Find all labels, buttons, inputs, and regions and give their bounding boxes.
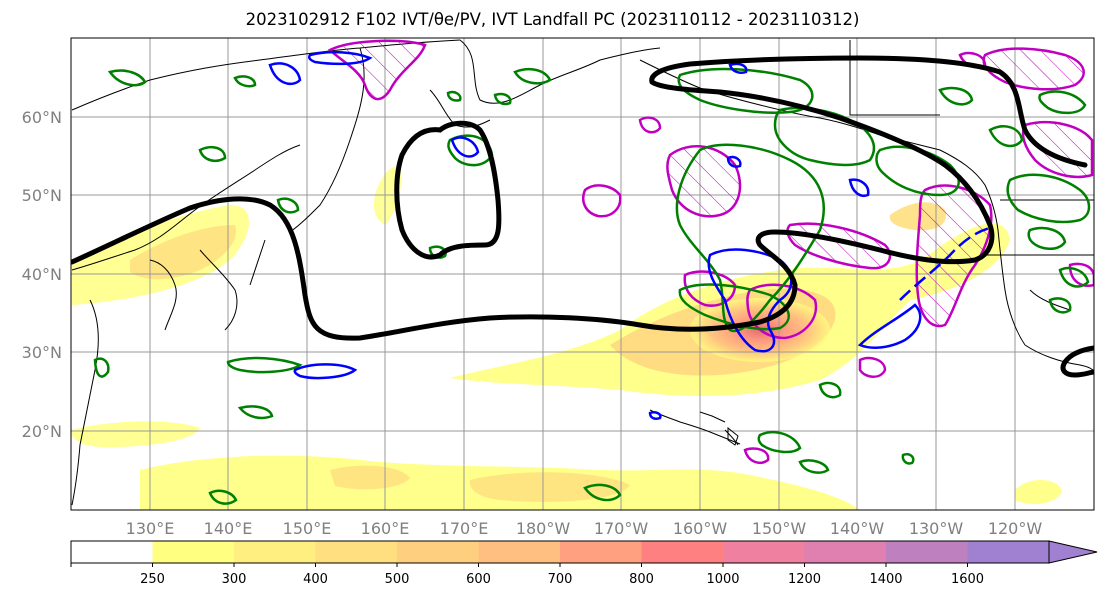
colorbar: 250 300 400 500 600 700 800 1000 1200 1400 1600 <box>70 540 1098 587</box>
colorbar-swatch <box>641 541 724 563</box>
colorbar-tick-label: 1400 <box>869 572 902 587</box>
lon-label: 160°W <box>673 519 728 538</box>
colorbar-swatch <box>723 541 805 563</box>
lon-label: 130°E <box>126 519 175 538</box>
lon-label: 160°E <box>361 519 410 538</box>
colorbar-tick-label: 800 <box>629 572 654 587</box>
blue-contours <box>268 50 922 421</box>
map-panel <box>71 38 1094 510</box>
lat-label: 60°N <box>22 108 62 127</box>
colorbar-swatch <box>804 541 887 563</box>
colorbar-tick-label: 300 <box>222 572 247 587</box>
lat-label: 50°N <box>22 186 62 205</box>
colorbar-tick-label: 1600 <box>951 572 984 587</box>
lon-label: 130°W <box>909 519 964 538</box>
colorbar-swatch <box>886 541 968 563</box>
colorbar-tick-label: 600 <box>466 572 491 587</box>
lon-label: 140°W <box>830 519 885 538</box>
colorbar-tick-label: 400 <box>303 572 328 587</box>
lon-label: 150°E <box>283 519 332 538</box>
colorbar-swatch <box>71 541 153 563</box>
colorbar-boxes <box>70 540 1098 564</box>
colorbar-tick-label: 500 <box>385 572 410 587</box>
colorbar-tick-label: 700 <box>548 572 573 587</box>
colorbar-swatch <box>234 541 316 563</box>
map-title: 2023102912 F102 IVT/θe/PV, IVT Landfall … <box>0 10 1105 29</box>
colorbar-ticks: 250 300 400 500 600 700 800 1000 1200 1400 1600 <box>70 563 984 587</box>
lon-label: 150°W <box>752 519 807 538</box>
hawaii-islands <box>699 411 739 446</box>
lat-label: 30°N <box>22 343 62 362</box>
lon-label: 170°E <box>440 519 489 538</box>
pc-contours <box>71 55 1094 378</box>
blue-dashed-contour <box>899 226 991 301</box>
colorbar-swatch <box>397 541 479 563</box>
lon-label: 170°W <box>594 519 649 538</box>
lon-label: 140°E <box>204 519 253 538</box>
colorbar-tick-label: 1000 <box>706 572 739 587</box>
colorbar-extend-arrow <box>1048 540 1098 564</box>
colorbar-swatch <box>315 541 398 563</box>
map-frame <box>70 37 1095 511</box>
title-text: 2023102912 F102 IVT/θe/PV, IVT Landfall … <box>245 10 860 29</box>
colorbar-swatch <box>560 541 642 563</box>
lat-label: 40°N <box>22 265 62 284</box>
longitude-labels: 130°E 140°E 150°E 160°E 170°E 180°W 170°… <box>126 519 1043 538</box>
colorbar-swatch <box>478 541 561 563</box>
lon-label: 180°W <box>516 519 571 538</box>
latitude-labels: 60°N 50°N 40°N 30°N 20°N <box>22 108 62 441</box>
colorbar-tick-label: 250 <box>140 572 165 587</box>
lat-label: 20°N <box>22 422 62 441</box>
colorbar-swatch <box>152 541 235 563</box>
lon-label: 120°W <box>988 519 1043 538</box>
colorbar-swatch <box>967 541 1050 563</box>
hatched-contours <box>327 39 1094 328</box>
colorbar-tick-label: 1200 <box>788 572 821 587</box>
